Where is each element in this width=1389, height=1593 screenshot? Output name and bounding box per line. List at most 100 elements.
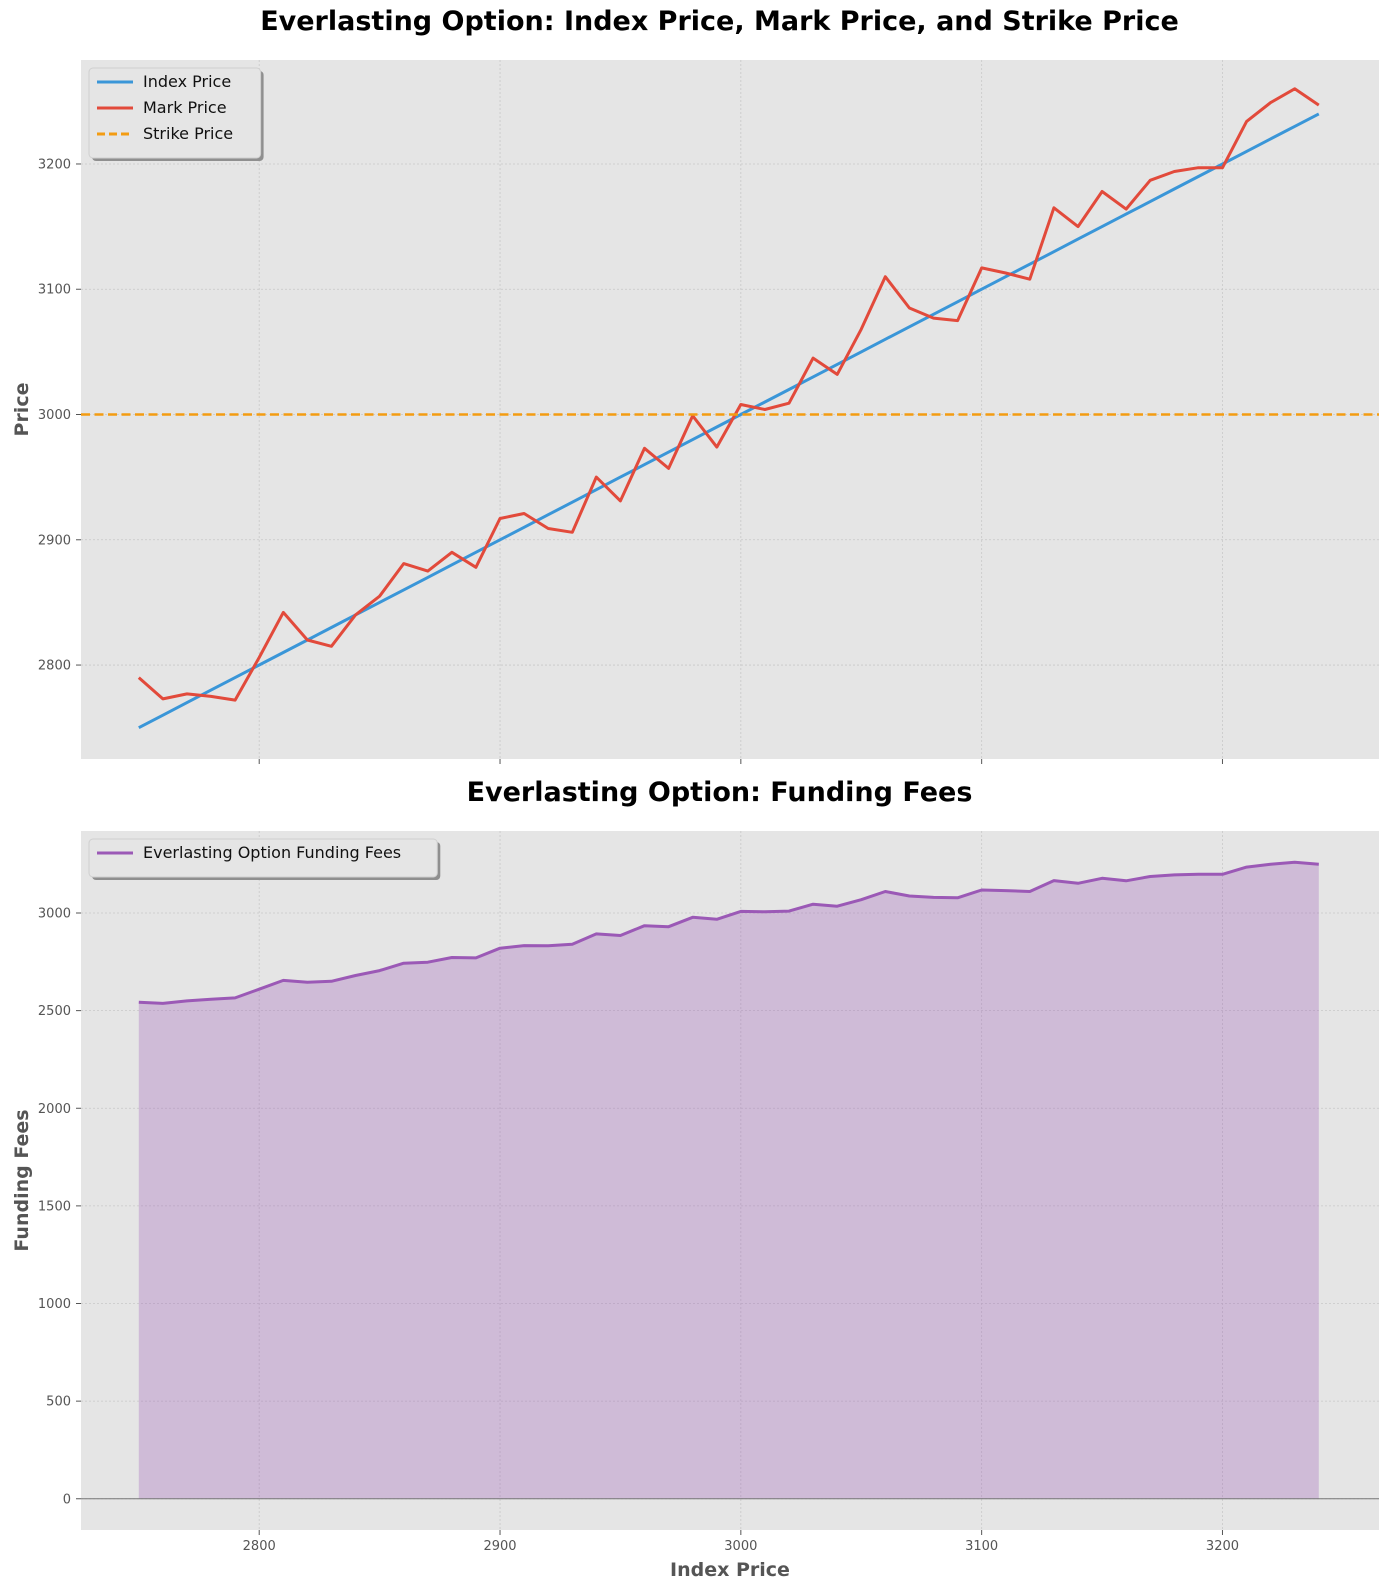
everlasting-option-funding-fees-point	[450, 956, 453, 959]
everlasting-option-funding-fees-point	[619, 934, 622, 937]
mark-price-point	[1317, 104, 1320, 107]
everlasting-option-funding-fees-point	[739, 910, 742, 913]
index-price-point	[161, 714, 164, 717]
everlasting-option-funding-fees-point	[1028, 890, 1031, 893]
everlasting-option-funding-fees-point	[571, 943, 574, 946]
index-price-point	[523, 526, 526, 529]
everlasting-option-funding-fees-point	[956, 896, 959, 899]
everlasting-option-funding-fees-area	[138, 862, 1319, 1499]
x-tick-label: 3100	[965, 1539, 998, 1554]
y-tick-label: 500	[46, 1395, 71, 1410]
everlasting-option-funding-fees-point	[643, 924, 646, 927]
mark-price-point	[763, 408, 766, 411]
everlasting-option-funding-fees-point	[426, 961, 429, 964]
everlasting-option-funding-fees-point	[234, 996, 237, 999]
mark-price-point	[1101, 190, 1104, 193]
legend-label-index-price: Index Price	[143, 72, 231, 91]
everlasting-option-funding-fees-point	[330, 980, 333, 983]
y-tick-label: 2000	[38, 1102, 71, 1117]
index-price-point	[980, 288, 983, 291]
funding-fees-chart-axes: 2800 2900 3000 3100 3200 0 500 1000 1500 2000 2500…	[11, 831, 1379, 1581]
index-price-point	[932, 313, 935, 316]
index-price-point	[547, 513, 550, 516]
mark-price-point	[1076, 225, 1079, 228]
index-price-point	[474, 551, 477, 554]
price-chart-axes: 2800 2900 3000 3100 3200 Price Index Price Mark…	[11, 60, 1379, 764]
index-price-point	[330, 626, 333, 629]
index-price-point	[908, 325, 911, 328]
x-tick-label: 2900	[483, 1539, 516, 1554]
everlasting-option-funding-fees-point	[860, 898, 863, 901]
everlasting-option-funding-fees-point	[1076, 882, 1079, 885]
legend-label-mark-price: Mark Price	[143, 98, 227, 117]
everlasting-option-funding-fees-point	[1173, 873, 1176, 876]
everlasting-option-funding-fees-point	[1269, 863, 1272, 866]
mark-price-point	[571, 531, 574, 534]
everlasting-option-funding-fees-point	[836, 905, 839, 908]
everlasting-option-funding-fees-point	[1245, 866, 1248, 869]
y-tick-label: 0	[63, 1492, 71, 1507]
mark-price-point	[1052, 206, 1055, 209]
everlasting-option-funding-fees-line	[138, 860, 1319, 1005]
mark-price-point	[426, 570, 429, 573]
index-price-point	[619, 476, 622, 479]
y-tick-label: 2500	[38, 1004, 71, 1019]
mark-price-point	[330, 645, 333, 648]
mark-price-point	[185, 692, 188, 695]
everlasting-option-funding-fees-point	[161, 1002, 164, 1005]
mark-price-point	[354, 613, 357, 616]
everlasting-option-funding-fees-point	[715, 918, 718, 921]
x-axis-label: Index Price	[670, 1559, 790, 1581]
everlasting-option-funding-fees-point	[595, 932, 598, 935]
mark-price-point	[932, 317, 935, 320]
y-axis-label: Price	[11, 383, 33, 437]
mark-price-point	[450, 551, 453, 554]
x-tick-label: 3200	[1206, 1539, 1239, 1554]
index-price-point	[185, 701, 188, 704]
everlasting-option-funding-fees-point	[547, 944, 550, 947]
index-price-point	[1317, 112, 1320, 115]
mark-price-point	[234, 699, 237, 702]
everlasting-option-funding-fees-point	[1101, 877, 1104, 880]
everlasting-option-funding-fees-point	[884, 890, 887, 893]
index-price-point	[1004, 275, 1007, 278]
everlasting-option-funding-fees-point	[258, 988, 261, 991]
index-price-point	[571, 501, 574, 504]
everlasting-option-funding-fees-point	[474, 956, 477, 959]
index-price-point	[402, 588, 405, 591]
index-price-point	[1173, 188, 1176, 191]
y-tick-label: 2800	[38, 659, 71, 674]
mark-price-point	[1245, 120, 1248, 123]
index-price-point	[812, 375, 815, 378]
mark-price-point	[474, 566, 477, 569]
everlasting-option-funding-fees-point	[932, 896, 935, 899]
mark-price-point	[619, 499, 622, 502]
index-price-point	[691, 438, 694, 441]
index-price-point	[1149, 200, 1152, 203]
mark-price-point	[1293, 87, 1296, 90]
legend-label-everlasting-option-funding-fees: Everlasting Option Funding Fees	[143, 843, 401, 862]
index-price-point	[1245, 150, 1248, 153]
everlasting-option-funding-fees-point	[980, 888, 983, 891]
plot-background	[81, 831, 1379, 1530]
index-price-point	[1028, 263, 1031, 266]
mark-price-point	[595, 476, 598, 479]
everlasting-option-funding-fees-point	[137, 1001, 140, 1004]
y-tick-label: 3000	[38, 408, 71, 423]
everlasting-option-funding-fees-point	[1149, 875, 1152, 878]
mark-price-point	[499, 517, 502, 520]
everlasting-option-funding-fees-point	[378, 969, 381, 972]
index-price-point	[426, 576, 429, 579]
everlasting-option-funding-fees-point	[1197, 873, 1200, 876]
index-price-point	[884, 338, 887, 341]
mark-price-point	[860, 328, 863, 331]
mark-price-point	[306, 638, 309, 641]
everlasting-option-funding-fees-point	[354, 974, 357, 977]
y-tick-label: 1500	[38, 1199, 71, 1214]
index-price-point	[450, 563, 453, 566]
mark-price-point	[715, 446, 718, 449]
everlasting-option-funding-fees-point	[1221, 873, 1224, 876]
index-price-point	[763, 400, 766, 403]
